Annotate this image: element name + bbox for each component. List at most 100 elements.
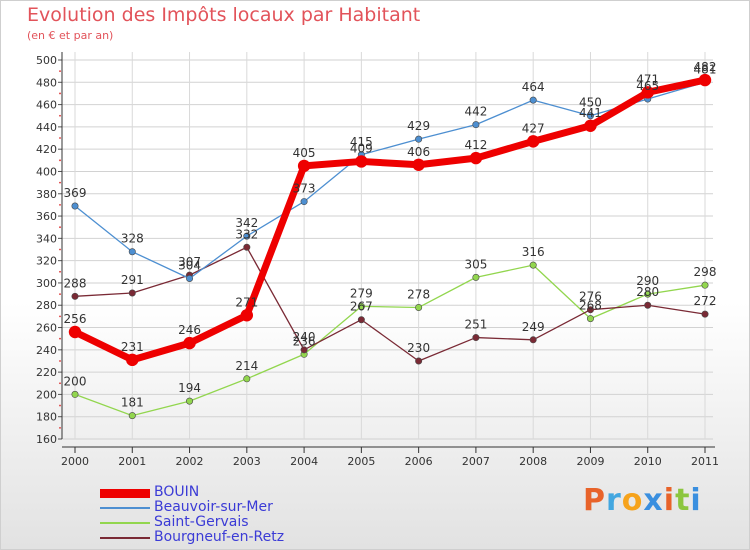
data-label: 409 (350, 141, 373, 155)
data-label: 442 (464, 105, 487, 119)
data-label: 276 (579, 290, 602, 304)
legend-swatch (100, 537, 150, 539)
data-label: 236 (293, 334, 316, 348)
data-label: 214 (235, 359, 258, 373)
data-point (641, 86, 654, 99)
legend-label: Saint-Gervais (154, 514, 249, 530)
legend-label: Beauvoir-sur-Mer (154, 499, 273, 515)
data-point (586, 112, 594, 120)
data-label: 342 (235, 216, 258, 230)
x-tick-label: 2011 (691, 455, 719, 468)
logo-letter: o (621, 483, 644, 518)
y-minor-tick (59, 337, 61, 340)
legend-label: Bourgneuf-en-Retz (154, 529, 285, 545)
y-minor-tick (59, 404, 61, 407)
data-label: 482 (694, 60, 717, 74)
data-label: 279 (350, 286, 373, 300)
y-tick-label: 300 (36, 277, 57, 290)
y-minor-tick (59, 92, 61, 95)
y-minor-tick (59, 293, 61, 295)
y-tick-label: 220 (36, 366, 57, 379)
data-label: 268 (579, 299, 602, 313)
y-tick-label: 240 (36, 344, 57, 357)
data-point (415, 135, 423, 143)
data-label: 280 (636, 285, 659, 299)
data-label: 271 (235, 295, 258, 309)
data-label: 249 (522, 320, 545, 334)
data-label: 278 (407, 287, 430, 301)
legend-item: Saint-Gervais (100, 514, 360, 530)
logo-letter: P (583, 483, 606, 518)
data-point (529, 96, 537, 104)
data-label: 231 (121, 340, 144, 354)
logo-letter: r (606, 483, 622, 518)
y-minor-tick (59, 426, 61, 429)
logo-letter: t (675, 483, 691, 518)
data-label: 369 (64, 186, 87, 200)
x-tick-label: 2003 (233, 455, 261, 468)
data-label: 332 (235, 227, 258, 241)
data-label: 272 (694, 294, 717, 308)
data-point (128, 412, 136, 420)
y-minor-tick (59, 248, 61, 251)
data-point (183, 336, 196, 350)
data-label: 328 (121, 232, 144, 246)
data-label: 194 (178, 381, 201, 395)
data-point (701, 310, 709, 318)
data-label: 441 (579, 106, 602, 120)
data-point (586, 315, 594, 323)
data-label: 373 (293, 182, 316, 196)
data-point (355, 155, 368, 168)
x-tick-label: 2008 (519, 455, 547, 468)
y-minor-tick (59, 204, 61, 206)
data-point (472, 121, 480, 129)
data-point (415, 303, 423, 311)
data-label: 288 (64, 276, 87, 290)
chart-subtitle: (en € et par an) (27, 29, 114, 42)
chart-legend: BOUIN Beauvoir-sur-Mer Saint-Gervais Bourgn… (100, 484, 360, 545)
legend-item: Bourgneuf-en-Retz (100, 529, 360, 545)
y-tick-label: 340 (36, 232, 57, 245)
data-point (243, 243, 251, 251)
x-tick-label: 2000 (61, 455, 89, 468)
y-tick-label: 480 (36, 76, 57, 89)
data-label: 427 (522, 121, 545, 135)
data-point (240, 309, 254, 322)
data-point (529, 261, 537, 269)
y-minor-tick (59, 70, 61, 73)
legend-swatch (100, 488, 150, 498)
data-label: 406 (407, 145, 430, 159)
y-minor-tick (59, 114, 61, 117)
data-label: 412 (464, 138, 487, 152)
data-label: 415 (350, 135, 373, 149)
x-tick-label: 2005 (347, 455, 375, 468)
data-point (412, 158, 425, 171)
data-label: 251 (464, 318, 487, 332)
y-tick-label: 320 (36, 255, 57, 268)
data-point (126, 353, 139, 367)
x-tick-label: 2009 (576, 455, 604, 468)
y-minor-tick (59, 315, 61, 318)
data-label: 465 (636, 79, 659, 93)
data-point (701, 281, 709, 289)
data-label: 256 (64, 312, 87, 326)
series-line (71, 76, 709, 364)
data-label: 405 (293, 146, 316, 160)
data-point (128, 248, 136, 256)
data-point (243, 232, 251, 240)
data-point (586, 306, 594, 314)
data-point (68, 325, 82, 339)
data-point (472, 273, 480, 281)
logo-letter: x (643, 483, 664, 518)
legend-label: BOUIN (154, 484, 200, 500)
data-label: 200 (64, 374, 87, 388)
y-minor-tick (59, 137, 61, 139)
data-point (526, 135, 540, 148)
data-point (71, 292, 79, 300)
y-minor-tick (59, 270, 61, 273)
series-line (74, 246, 706, 362)
data-label: 290 (636, 274, 659, 288)
y-tick-label: 200 (36, 388, 57, 401)
